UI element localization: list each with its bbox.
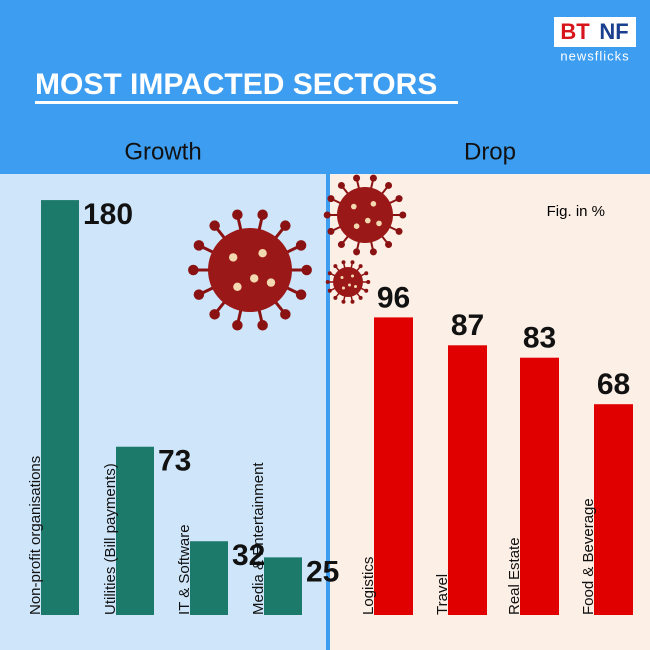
virus-spot [351,274,354,278]
bar [190,541,228,615]
value-label: 32 [232,539,265,572]
virus-tip [350,299,355,304]
header-band [0,0,650,174]
virus-tip [358,295,363,300]
chart-title: Growth [124,138,201,165]
virus-tip [395,227,403,235]
virus-body [333,267,363,297]
virus-tip [353,174,361,182]
category-label: IT & Software [176,524,193,615]
bar [264,557,302,615]
category-label: Food & Beverage [580,498,597,615]
logo-right: NF [599,19,628,44]
virus-tip [364,288,369,293]
virus-spot [354,285,357,288]
logo-box [554,17,636,47]
virus-body [337,187,393,243]
virus-tip [323,211,331,219]
virus-tip [369,174,377,182]
category-label: Media & Entertainment [250,462,267,615]
bar [116,446,154,615]
virus-tip [327,288,332,293]
virus-tip [325,280,330,284]
virus-tip [369,248,377,256]
virus-tip [301,264,312,276]
value-label: 25 [306,555,339,588]
virus-tip [193,289,205,300]
virus-tip [337,181,345,189]
value-label: 87 [451,309,484,342]
virus-spot [348,283,351,287]
virus-spot [233,282,242,291]
logo-left: BT [560,19,590,44]
page-title: MOST IMPACTED SECTORS [35,68,437,101]
virus-tip [350,260,355,265]
virus-tip [280,220,291,231]
virus-tip [280,309,291,320]
value-label: 68 [597,368,630,401]
virus-spot [353,223,360,229]
virus-tip [295,289,307,300]
virus-spot [229,253,238,262]
virus-tip [395,195,403,203]
virus-tip [353,248,361,256]
value-label: 180 [83,198,133,231]
virus-icons [188,174,407,331]
virus-tip [399,211,407,219]
value-label: 73 [158,445,191,478]
category-label: Real Estate [506,537,523,615]
virus-tip [295,240,307,251]
value-label: 96 [377,281,410,314]
virus-tip [327,271,332,276]
virus-tip [333,295,338,300]
bar [520,357,559,615]
virus-tip [209,220,220,231]
divider [326,174,330,650]
virus-tip [333,264,338,269]
virus-spot [340,276,344,279]
virus-tip [232,320,243,331]
bar [448,345,487,615]
logo-sub: newsflicks [560,48,629,63]
virus-tip [366,280,371,284]
virus-tip [188,264,199,276]
virus-spot [351,203,357,210]
virus-spot [250,274,259,283]
virus-spot [342,286,345,290]
virus-tip [209,309,220,320]
chart-title: Drop [464,138,516,165]
category-label: Utilities (Bill payments) [102,463,119,615]
category-label: Logistics [360,557,377,615]
category-label: Non-profit organisations [27,456,44,615]
virus-spot [365,217,371,224]
virus-spot [376,220,382,227]
virus-tip [341,260,346,265]
value-label: 83 [523,322,556,355]
bar [41,200,79,615]
bar [374,317,413,615]
virus-tip [358,264,363,269]
virus-tip [257,320,268,331]
note: Fig. in % [547,203,605,220]
virus-tip [327,227,335,235]
category-label: Travel [434,574,451,615]
title-underline [35,101,458,104]
virus-tip [327,195,335,203]
virus-tip [364,271,369,276]
virus-spot [266,278,276,287]
virus-tip [257,209,268,220]
virus-tip [385,241,393,249]
bar [594,404,633,615]
virus-tip [337,241,345,249]
virus-spot [258,249,267,258]
virus-body [208,228,292,312]
virus-tip [193,240,205,251]
virus-tip [385,181,393,189]
virus-spot [370,201,377,207]
virus-tip [232,209,243,220]
virus-tip [341,299,346,304]
